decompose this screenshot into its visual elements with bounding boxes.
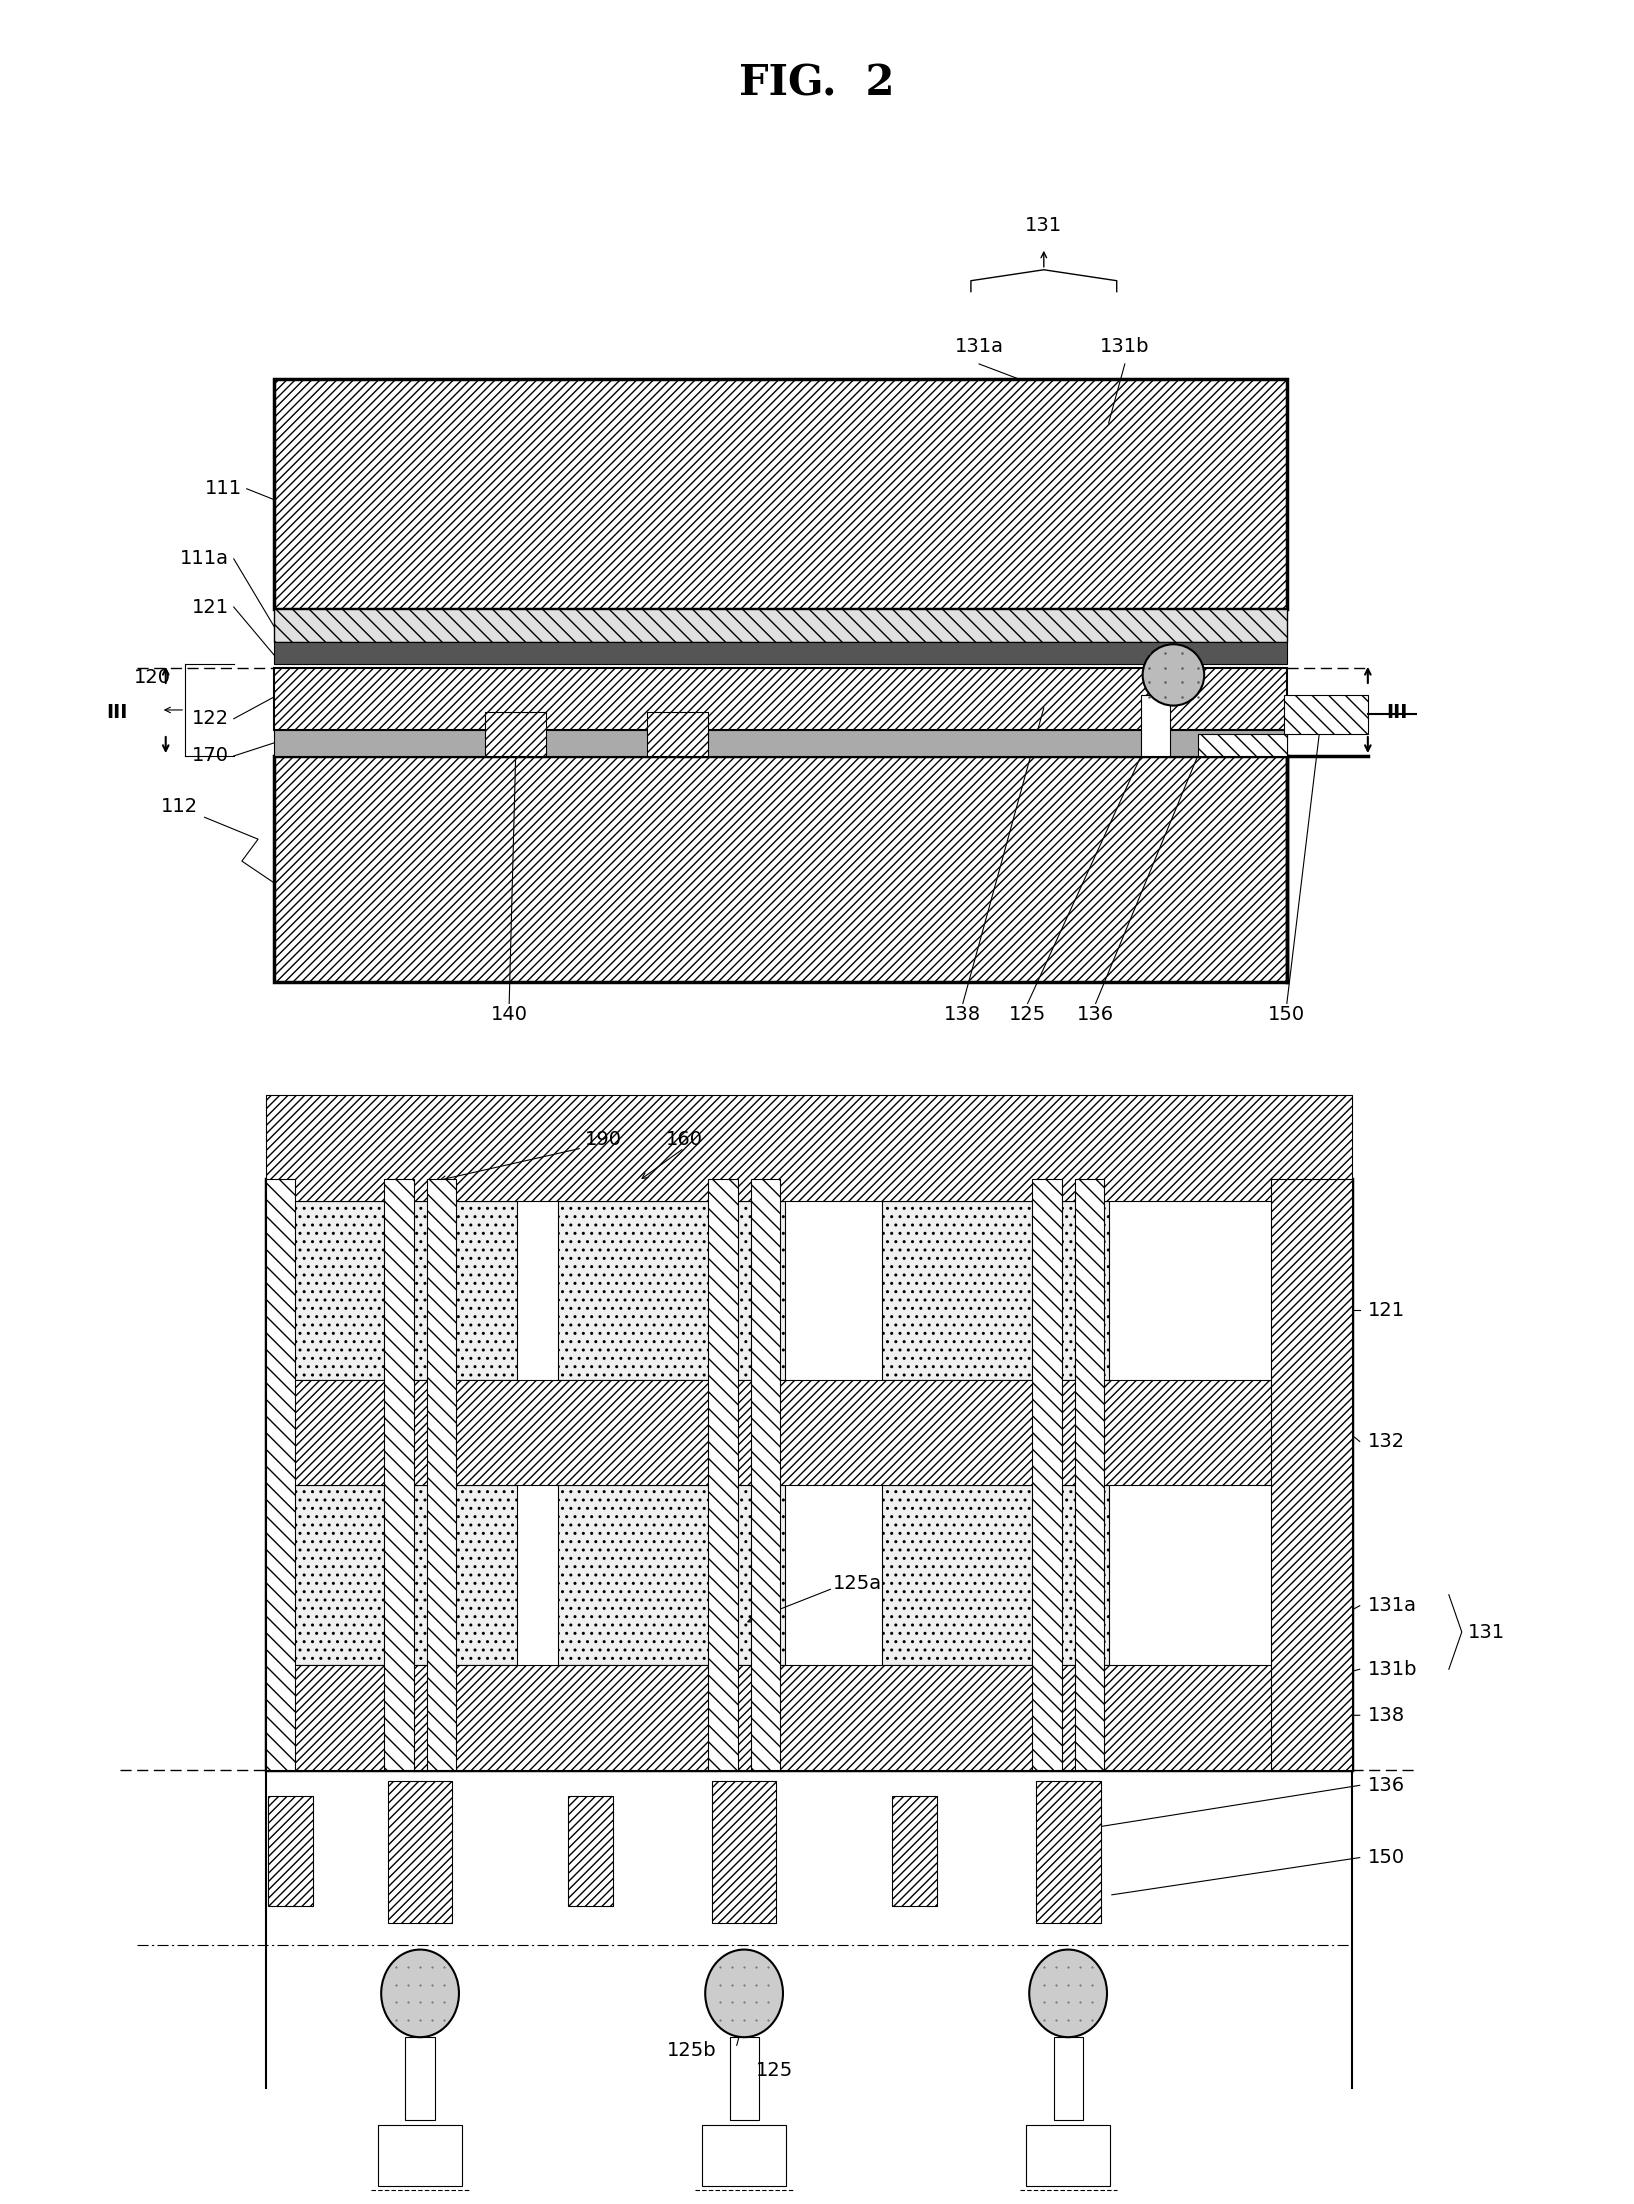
- Text: 112: 112: [162, 798, 198, 815]
- Ellipse shape: [1142, 644, 1204, 705]
- Text: 122: 122: [191, 710, 229, 727]
- Text: III: III: [106, 703, 127, 721]
- Text: FIG.  3: FIG. 3: [739, 1102, 895, 1144]
- Bar: [1026, 2125, 1109, 2186]
- Bar: [266, 1380, 1351, 1485]
- Text: 121: 121: [1368, 1300, 1405, 1320]
- Bar: [1036, 1781, 1101, 1924]
- Bar: [266, 1664, 1351, 1770]
- Bar: [275, 756, 1288, 981]
- Bar: [1284, 694, 1368, 734]
- Text: 131a: 131a: [1368, 1596, 1417, 1616]
- Text: 150: 150: [1368, 1849, 1405, 1867]
- Text: 111: 111: [204, 478, 242, 498]
- Bar: [426, 1179, 456, 1770]
- Bar: [275, 379, 1288, 608]
- Bar: [275, 730, 1288, 756]
- Bar: [377, 2125, 462, 2186]
- Text: 131b: 131b: [1100, 337, 1150, 355]
- Text: 138: 138: [1368, 1706, 1405, 1726]
- Bar: [557, 1201, 784, 1380]
- Bar: [275, 641, 1288, 663]
- Text: 136: 136: [1368, 1776, 1405, 1794]
- Bar: [892, 1796, 936, 1906]
- Bar: [405, 2036, 435, 2120]
- Text: 190: 190: [585, 1131, 621, 1148]
- Ellipse shape: [1029, 1951, 1106, 2036]
- Bar: [1054, 2036, 1083, 2120]
- Text: 131a: 131a: [954, 337, 1003, 355]
- Bar: [729, 2036, 758, 2120]
- Text: 150: 150: [1268, 1005, 1306, 1025]
- Bar: [647, 712, 709, 756]
- Bar: [266, 1179, 296, 1770]
- Bar: [567, 1796, 613, 1906]
- Text: 125: 125: [1008, 1005, 1046, 1025]
- Text: 121: 121: [191, 597, 229, 617]
- Bar: [268, 1796, 314, 1906]
- Bar: [275, 608, 1288, 641]
- Text: 125: 125: [755, 2061, 792, 2081]
- Bar: [291, 1485, 518, 1664]
- Text: 132: 132: [1368, 1433, 1405, 1450]
- Bar: [882, 1201, 1108, 1380]
- Text: III: III: [1386, 703, 1407, 721]
- Bar: [1271, 1179, 1351, 1770]
- Text: 138: 138: [944, 1005, 982, 1025]
- Bar: [1141, 694, 1170, 756]
- Text: 131: 131: [1469, 1622, 1505, 1642]
- Text: 170: 170: [191, 747, 229, 765]
- Bar: [750, 1179, 779, 1770]
- Bar: [712, 1781, 776, 1924]
- Bar: [485, 712, 546, 756]
- Text: 131b: 131b: [1368, 1660, 1417, 1679]
- Bar: [266, 1179, 1351, 1770]
- Ellipse shape: [706, 1951, 783, 2036]
- Bar: [1075, 1179, 1103, 1770]
- Bar: [291, 1201, 518, 1380]
- Bar: [384, 1179, 413, 1770]
- Text: 125a: 125a: [833, 1574, 882, 1593]
- Bar: [387, 1781, 453, 1924]
- Text: FIG.  2: FIG. 2: [739, 62, 895, 104]
- Bar: [266, 1095, 1351, 1201]
- Bar: [557, 1485, 784, 1664]
- Text: 120: 120: [134, 668, 172, 688]
- Bar: [1198, 734, 1288, 756]
- Text: 136: 136: [1077, 1005, 1114, 1025]
- Bar: [1033, 1179, 1062, 1770]
- Ellipse shape: [381, 1951, 459, 2036]
- Text: 160: 160: [665, 1131, 703, 1148]
- Bar: [709, 1179, 737, 1770]
- Text: 125b: 125b: [667, 2041, 717, 2061]
- Bar: [882, 1485, 1108, 1664]
- Text: 131: 131: [1025, 216, 1062, 236]
- Text: 111a: 111a: [180, 549, 229, 569]
- Bar: [703, 2125, 786, 2186]
- Text: 140: 140: [490, 1005, 528, 1025]
- Bar: [275, 668, 1288, 730]
